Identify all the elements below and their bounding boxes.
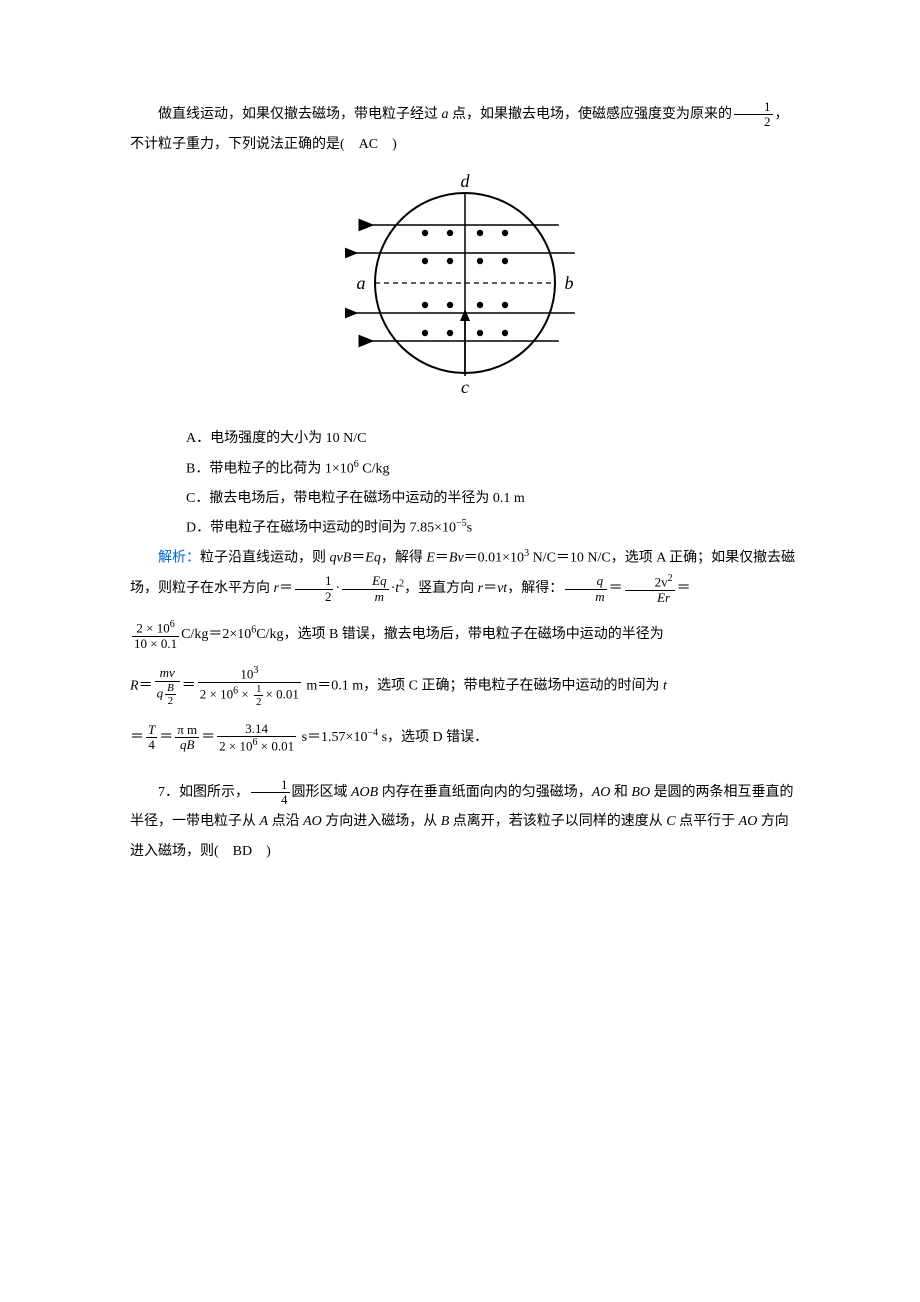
intro-frac: 12 bbox=[734, 100, 773, 130]
svg-text:c: c bbox=[461, 377, 469, 397]
intro-text-2: 点，如果撤去电场，使磁感应强度变为原来的 bbox=[449, 107, 733, 122]
svg-text:a: a bbox=[357, 273, 366, 293]
diagram-figure: d c a b bbox=[130, 173, 800, 414]
option-c: C．撤去电场后，带电粒子在磁场中运动的半径为 0.1 m bbox=[158, 484, 800, 513]
field-diagram: d c a b bbox=[345, 173, 585, 403]
big-R-frac: 1032 × 106 × 12× 0.01 bbox=[198, 665, 301, 708]
half-frac: 12 bbox=[295, 574, 334, 604]
T-over-4: T4 bbox=[146, 723, 157, 753]
q7-paragraph: 7．如图所示，14圆形区域 AOB 内存在垂直纸面向内的匀强磁场，AO 和 BO… bbox=[130, 778, 800, 866]
analysis-label: 解析： bbox=[158, 551, 200, 566]
intro-a: a bbox=[442, 107, 449, 122]
eq-over-m: Eqm bbox=[342, 574, 388, 604]
analysis-p3: R＝mvqB2＝1032 × 106 × 12× 0.01 m＝0.1 m，选项… bbox=[130, 665, 800, 708]
option-d: D．带电粒子在磁场中运动的时间为 7.85×10−5s bbox=[158, 513, 800, 543]
big-frac-1: 2 × 10610 × 0.1 bbox=[132, 619, 179, 651]
two-v2-over-Er: 2v2Er bbox=[625, 573, 675, 605]
svg-text:d: d bbox=[461, 173, 471, 191]
q-over-m: qm bbox=[565, 574, 606, 604]
final-frac: 3.142 × 106 × 0.01 bbox=[217, 722, 296, 754]
intro-paragraph: 做直线运动，如果仅撤去磁场，带电粒子经过 a 点，如果撤去电场，使磁感应强度变为… bbox=[130, 100, 800, 159]
analysis-p2: 2 × 10610 × 0.1C/kg＝2×106C/kg，选项 B 错误，撤去… bbox=[130, 619, 800, 651]
mv-over-qB2: mvqB2 bbox=[155, 666, 180, 706]
option-b: B．带电粒子的比荷为 1×106 C/kg bbox=[158, 454, 800, 484]
analysis-p4: ＝T4＝π mqB＝3.142 × 106 × 0.01 s＝1.57×10−4… bbox=[130, 722, 800, 754]
analysis-p1: 解析：粒子沿直线运动，则 qvB＝Eq，解得 E＝Bv＝0.01×103 N/C… bbox=[130, 543, 800, 605]
pim-over-qB: π mqB bbox=[175, 723, 199, 753]
q7-frac: 14 bbox=[251, 778, 290, 808]
intro-text-1: 做直线运动，如果仅撤去磁场，带电粒子经过 bbox=[158, 107, 442, 122]
option-a: A．电场强度的大小为 10 N/C bbox=[158, 424, 800, 453]
svg-text:b: b bbox=[565, 273, 574, 293]
